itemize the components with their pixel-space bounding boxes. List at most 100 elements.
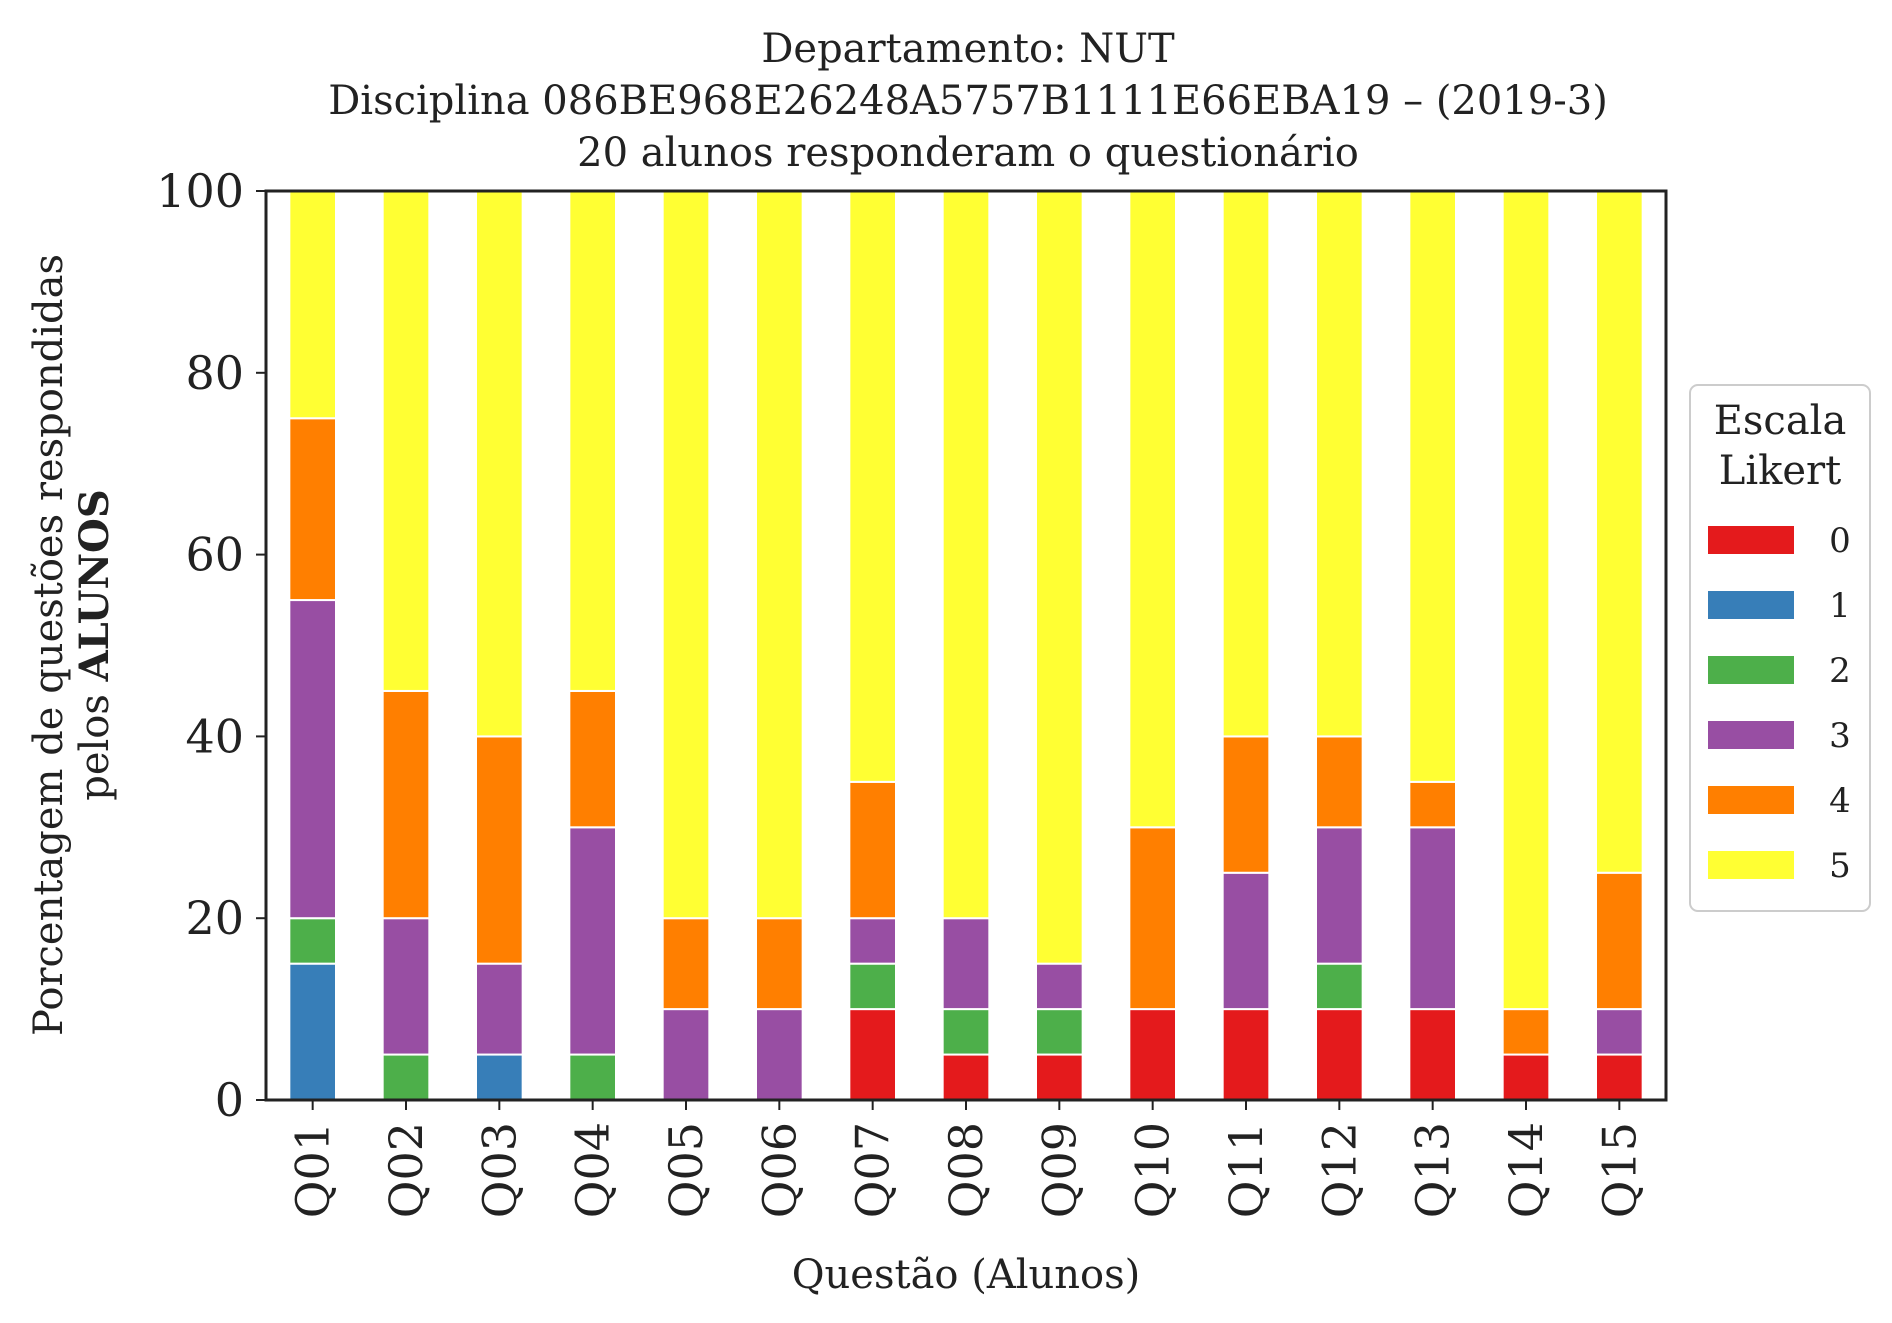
bar-q09-likert-5 bbox=[1035, 190, 1084, 965]
x-tick-label-q06: Q06 bbox=[752, 1122, 806, 1218]
bar-q13-likert-3 bbox=[1408, 826, 1458, 1011]
bar-q07-likert-4 bbox=[848, 780, 897, 920]
bar-q11-likert-3 bbox=[1221, 871, 1271, 1011]
bar-q02-likert-3 bbox=[381, 917, 431, 1056]
x-tick-label-q09: Q09 bbox=[1032, 1122, 1086, 1218]
x-tick-label-q12: Q12 bbox=[1312, 1122, 1366, 1218]
bar-q01-likert-3 bbox=[288, 599, 338, 920]
legend-label-0: 0 bbox=[1829, 521, 1851, 561]
bar-q12-likert-3 bbox=[1315, 826, 1364, 965]
bar-q12-likert-0 bbox=[1315, 1008, 1364, 1101]
bar-q04-likert-3 bbox=[568, 826, 617, 1056]
bar-q04-likert-4 bbox=[568, 689, 617, 829]
title-line-2: Disciplina 086BE968E26248A5757B1111E66EB… bbox=[328, 78, 1608, 124]
bar-q13-likert-0 bbox=[1408, 1008, 1458, 1101]
legend-swatch-4 bbox=[1708, 786, 1794, 814]
legend: Escala Likert 0 1 2 3 4 5 bbox=[1689, 384, 1871, 912]
bar-q03-likert-1 bbox=[475, 1053, 524, 1102]
x-tick-label-q14: Q14 bbox=[1499, 1122, 1553, 1218]
x-tick-label-q02: Q02 bbox=[379, 1122, 433, 1218]
legend-swatch-3 bbox=[1708, 721, 1794, 749]
legend-swatch-0 bbox=[1708, 526, 1794, 554]
bar-q06-likert-3 bbox=[755, 1008, 804, 1101]
x-tick-label-q07: Q07 bbox=[846, 1122, 900, 1218]
bar-q15-likert-4 bbox=[1595, 871, 1644, 1011]
y-tick-label: 80 bbox=[185, 346, 244, 400]
x-tick-label-q08: Q08 bbox=[939, 1122, 993, 1218]
bar-q15-likert-3 bbox=[1595, 1008, 1644, 1056]
x-tick-label-q10: Q10 bbox=[1126, 1122, 1180, 1218]
legend-label-4: 4 bbox=[1829, 781, 1851, 821]
bar-q11-likert-5 bbox=[1221, 190, 1271, 738]
bar-q03-likert-3 bbox=[475, 962, 524, 1056]
bar-q11-likert-4 bbox=[1221, 735, 1271, 874]
legend-swatch-5 bbox=[1708, 851, 1794, 879]
legend-title-line-1: Escala bbox=[1714, 398, 1847, 444]
bar-q07-likert-0 bbox=[848, 1008, 897, 1101]
bar-q10-likert-5 bbox=[1128, 190, 1178, 829]
chart-title: Departamento: NUT Disciplina 086BE968E26… bbox=[328, 26, 1608, 176]
legend-items: 0 1 2 3 4 5 bbox=[1708, 521, 1851, 886]
bar-q14-likert-0 bbox=[1501, 1053, 1551, 1102]
bar-q14-likert-4 bbox=[1501, 1008, 1551, 1056]
bar-q02-likert-2 bbox=[381, 1053, 431, 1102]
bar-q09-likert-2 bbox=[1035, 1008, 1084, 1056]
bar-q10-likert-4 bbox=[1128, 826, 1178, 1011]
legend-label-1: 1 bbox=[1829, 586, 1851, 626]
bar-q01-likert-1 bbox=[288, 962, 338, 1102]
bar-q08-likert-0 bbox=[941, 1053, 991, 1102]
bar-q11-likert-0 bbox=[1221, 1008, 1271, 1101]
bar-q07-likert-2 bbox=[848, 962, 897, 1011]
bar-q15-likert-5 bbox=[1595, 190, 1644, 874]
y-axis-label-bold: ALUNOS bbox=[71, 489, 118, 682]
bar-q14-likert-5 bbox=[1501, 190, 1551, 1011]
x-axis-ticks: Q01 Q02 Q03 Q04 Q05 Q06 Q07 Q08 Q09 Q10 Q11 Q12 Q13 Q… bbox=[286, 1100, 1646, 1218]
bar-q04-likert-5 bbox=[568, 190, 617, 692]
bar-q06-likert-5 bbox=[755, 190, 804, 920]
y-axis-label-line-2: pelos ALUNOS bbox=[71, 489, 118, 801]
x-tick-label-q11: Q11 bbox=[1219, 1122, 1273, 1218]
bar-q12-likert-5 bbox=[1315, 190, 1364, 738]
x-tick-label-q13: Q13 bbox=[1406, 1122, 1460, 1218]
x-tick-label-q03: Q03 bbox=[472, 1122, 526, 1218]
y-tick-label: 100 bbox=[156, 164, 244, 218]
bar-q07-likert-5 bbox=[848, 190, 897, 783]
y-axis-label-line-1: Porcentagem de questões respondidas bbox=[26, 254, 72, 1036]
bar-q13-likert-4 bbox=[1408, 780, 1458, 829]
bar-q15-likert-0 bbox=[1595, 1053, 1644, 1102]
bar-q12-likert-4 bbox=[1315, 735, 1364, 829]
bar-q01-likert-4 bbox=[288, 417, 338, 602]
bar-q01-likert-5 bbox=[288, 190, 338, 420]
bar-q08-likert-3 bbox=[941, 917, 991, 1011]
bar-q07-likert-3 bbox=[848, 917, 897, 965]
legend-box bbox=[1689, 384, 1871, 912]
x-tick-label-q15: Q15 bbox=[1592, 1122, 1646, 1218]
x-tick-label-q05: Q05 bbox=[659, 1122, 713, 1218]
title-line-1: Departamento: NUT bbox=[761, 26, 1175, 72]
bar-q09-likert-3 bbox=[1035, 962, 1084, 1011]
bar-q04-likert-2 bbox=[568, 1053, 617, 1102]
y-tick-label: 20 bbox=[185, 891, 244, 945]
bar-q05-likert-4 bbox=[661, 917, 711, 1011]
bar-q09-likert-0 bbox=[1035, 1053, 1084, 1102]
bar-q10-likert-0 bbox=[1128, 1008, 1178, 1101]
legend-swatch-1 bbox=[1708, 591, 1794, 619]
legend-swatch-2 bbox=[1708, 656, 1794, 684]
bar-q08-likert-2 bbox=[941, 1008, 991, 1056]
y-tick-label: 40 bbox=[185, 709, 244, 763]
x-tick-label-q01: Q01 bbox=[286, 1122, 340, 1218]
bar-q02-likert-5 bbox=[381, 190, 431, 692]
bar-q01-likert-2 bbox=[288, 917, 338, 965]
legend-label-5: 5 bbox=[1829, 846, 1851, 886]
x-axis-label: Questão (Alunos) bbox=[792, 1252, 1141, 1298]
bar-q05-likert-5 bbox=[661, 190, 711, 920]
legend-label-3: 3 bbox=[1829, 716, 1851, 756]
bars bbox=[288, 190, 1644, 1102]
bar-q13-likert-5 bbox=[1408, 190, 1458, 783]
bar-q06-likert-4 bbox=[755, 917, 804, 1011]
bar-q03-likert-4 bbox=[475, 735, 524, 965]
bar-q02-likert-4 bbox=[381, 689, 431, 920]
title-line-3: 20 alunos responderam o questionário bbox=[577, 130, 1359, 176]
bar-q08-likert-5 bbox=[941, 190, 991, 920]
